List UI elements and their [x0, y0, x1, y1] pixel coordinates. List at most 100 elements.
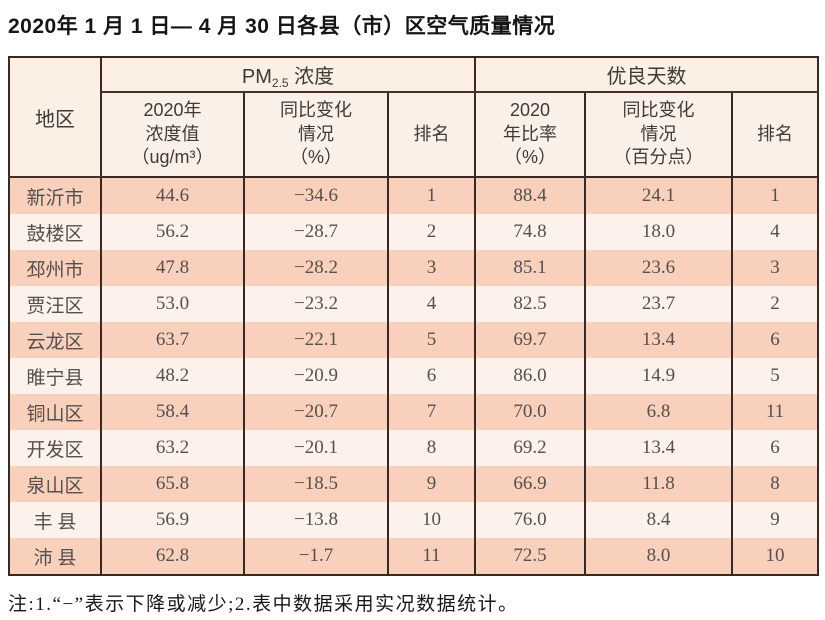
table-row: 云龙区 63.7 −22.1 5 69.7 13.4 6: [8, 322, 820, 358]
table-row: 开发区 63.2 −20.1 8 69.2 13.4 6: [8, 430, 820, 466]
table-row: 泉山区 65.8 −18.5 9 66.9 11.8 8: [8, 466, 820, 502]
header-good-change: 同比变化 情况 （百分点）: [584, 92, 734, 178]
header-pm-value: 2020年 浓度值 （ug/m³）: [100, 92, 245, 178]
cell-pm-value: 56.9: [100, 502, 245, 538]
header-sub-row: 2020年 浓度值 （ug/m³） 同比变化 情况 （%） 排名 2020 年比…: [9, 92, 820, 178]
cell-good-rate: 76.0: [474, 502, 587, 538]
cell-region: 邳州市: [8, 250, 102, 286]
cell-good-rank: 5: [731, 358, 820, 394]
cell-good-change: 14.9: [584, 358, 734, 394]
table-row: 邳州市 47.8 −28.2 3 85.1 23.6 3: [8, 250, 820, 286]
cell-region: 新沂市: [8, 177, 102, 214]
cell-pm-rank: 8: [386, 430, 477, 466]
cell-good-rate: 72.5: [474, 538, 587, 575]
cell-pm-value: 63.7: [100, 322, 245, 358]
header-region: 地区: [8, 57, 102, 178]
cell-pm-change: −18.5: [243, 466, 389, 502]
cell-good-rank: 9: [731, 502, 820, 538]
cell-good-change: 11.8: [584, 466, 734, 502]
cell-pm-value: 48.2: [100, 358, 245, 394]
cell-good-rank: 6: [731, 430, 820, 466]
table-body: 新沂市 44.6 −34.6 1 88.4 24.1 1 鼓楼区 56.2 −2…: [8, 177, 820, 575]
cell-good-rate: 74.8: [474, 214, 587, 250]
cell-pm-change: −20.9: [243, 358, 389, 394]
cell-pm-value: 58.4: [100, 394, 245, 430]
cell-good-rate: 69.2: [474, 430, 587, 466]
cell-pm-rank: 9: [386, 466, 477, 502]
header-good-rate: 2020 年比率 （%）: [474, 92, 587, 178]
cell-pm-value: 47.8: [100, 250, 245, 286]
header-group-good-days: 优良天数: [474, 57, 820, 93]
air-quality-table: 地区 PM2.5 浓度 优良天数 2020年 浓度值 （ug/m³） 同比变化 …: [8, 56, 820, 576]
cell-good-rank: 2: [731, 286, 820, 322]
cell-region: 云龙区: [8, 322, 102, 358]
cell-good-change: 24.1: [584, 177, 734, 214]
cell-good-rate: 88.4: [474, 177, 587, 214]
table-row: 贾汪区 53.0 −23.2 4 82.5 23.7 2: [8, 286, 820, 322]
cell-good-rank: 8: [731, 466, 820, 502]
cell-good-rank: 10: [731, 538, 820, 575]
cell-pm-value: 44.6: [100, 177, 245, 214]
cell-region: 沛 县: [8, 538, 102, 575]
cell-good-rate: 69.7: [474, 322, 587, 358]
cell-region: 泉山区: [8, 466, 102, 502]
cell-pm-change: −28.2: [243, 250, 389, 286]
cell-pm-change: −13.8: [243, 502, 389, 538]
header-pm-rank: 排名: [386, 92, 477, 178]
cell-pm-value: 65.8: [100, 466, 245, 502]
table-row: 鼓楼区 56.2 −28.7 2 74.8 18.0 4: [8, 214, 820, 250]
cell-pm-change: −20.7: [243, 394, 389, 430]
cell-good-rank: 3: [731, 250, 820, 286]
cell-region: 睢宁县: [8, 358, 102, 394]
cell-region: 开发区: [8, 430, 102, 466]
cell-pm-change: −28.7: [243, 214, 389, 250]
cell-good-rank: 6: [731, 322, 820, 358]
cell-pm-change: −20.1: [243, 430, 389, 466]
cell-pm-value: 62.8: [100, 538, 245, 575]
cell-region: 铜山区: [8, 394, 102, 430]
cell-pm-change: −22.1: [243, 322, 389, 358]
cell-good-rate: 70.0: [474, 394, 587, 430]
cell-region: 贾汪区: [8, 286, 102, 322]
header-pm-change: 同比变化 情况 （%）: [243, 92, 389, 178]
table-row: 沛 县 62.8 −1.7 11 72.5 8.0 10: [8, 538, 820, 575]
cell-good-change: 8.4: [584, 502, 734, 538]
cell-good-rate: 86.0: [474, 358, 587, 394]
cell-good-change: 8.0: [584, 538, 734, 575]
cell-pm-value: 63.2: [100, 430, 245, 466]
cell-pm-rank: 10: [386, 502, 477, 538]
cell-good-rank: 11: [731, 394, 820, 430]
footnote: 注:1.“−”表示下降或减少;2.表中数据采用实况数据统计。: [8, 594, 519, 615]
cell-pm-rank: 11: [386, 538, 477, 575]
cell-pm-value: 56.2: [100, 214, 245, 250]
cell-region: 鼓楼区: [8, 214, 102, 250]
cell-pm-rank: 2: [386, 214, 477, 250]
header-group-row: 地区 PM2.5 浓度 优良天数: [8, 57, 820, 178]
table-row: 新沂市 44.6 −34.6 1 88.4 24.1 1: [8, 177, 820, 214]
table-row: 丰 县 56.9 −13.8 10 76.0 8.4 9: [8, 502, 820, 538]
cell-good-rate: 85.1: [474, 250, 587, 286]
cell-good-rank: 4: [731, 214, 820, 250]
table-row: 铜山区 58.4 −20.7 7 70.0 6.8 11: [8, 394, 820, 430]
header-group-pm25: PM2.5 浓度: [99, 57, 477, 93]
table-row: 睢宁县 48.2 −20.9 6 86.0 14.9 5: [8, 358, 820, 394]
cell-pm-rank: 7: [386, 394, 477, 430]
cell-pm-value: 53.0: [100, 286, 245, 322]
header-good-rank: 排名: [731, 92, 820, 178]
cell-pm-rank: 5: [386, 322, 477, 358]
pm25-label: PM2.5 浓度: [241, 65, 335, 90]
cell-good-change: 6.8: [584, 394, 734, 430]
cell-pm-rank: 1: [386, 177, 477, 214]
page-title: 2020年 1 月 1 日— 4 月 30 日各县（市）区空气质量情况: [8, 15, 556, 38]
cell-good-change: 23.7: [584, 286, 734, 322]
table-header: 地区 PM2.5 浓度 优良天数 2020年 浓度值 （ug/m³） 同比变化 …: [8, 57, 820, 178]
cell-region: 丰 县: [8, 502, 102, 538]
cell-good-rate: 66.9: [474, 466, 587, 502]
cell-good-change: 18.0: [584, 214, 734, 250]
cell-pm-rank: 6: [386, 358, 477, 394]
cell-good-rank: 1: [731, 177, 820, 214]
cell-good-change: 23.6: [584, 250, 734, 286]
cell-pm-rank: 3: [386, 250, 477, 286]
cell-pm-change: −1.7: [243, 538, 389, 575]
cell-good-change: 13.4: [584, 322, 734, 358]
